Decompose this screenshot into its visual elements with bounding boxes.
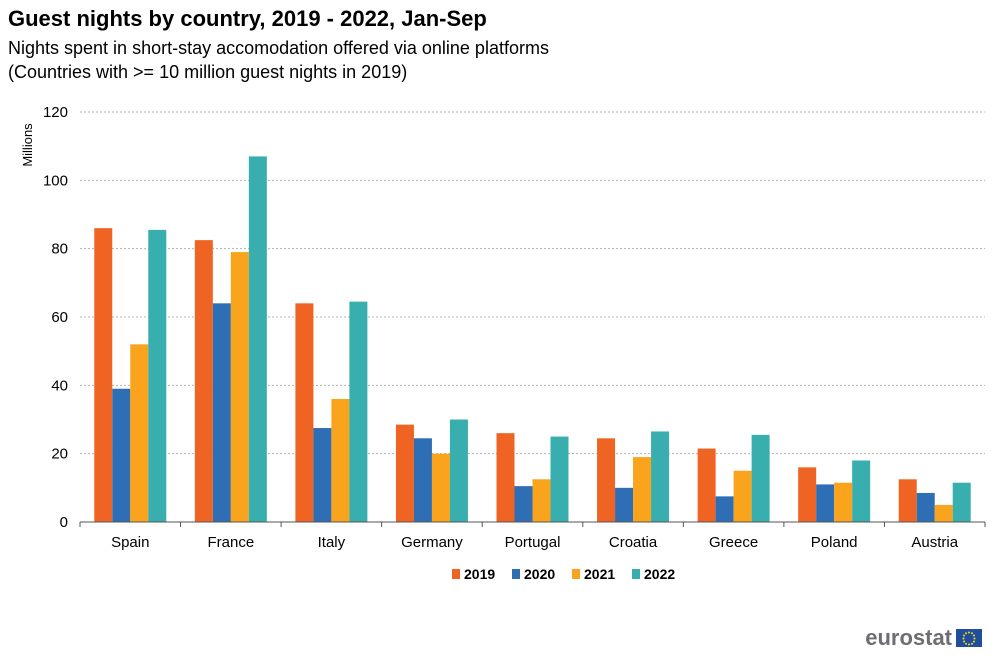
bar-austria-2022: [952, 482, 971, 522]
legend-swatch-2019: [452, 569, 460, 579]
bar-france-2019: [194, 240, 213, 522]
bar-spain-2020: [112, 388, 131, 522]
x-tick-label: Italy: [318, 534, 346, 551]
legend-swatch-2022: [632, 569, 640, 579]
x-tick-label: Portugal: [505, 534, 561, 551]
bar-croatia-2019: [597, 438, 616, 522]
bar-greece-2022: [751, 434, 770, 522]
y-tick-label: 0: [60, 514, 68, 531]
legend-label-2021: 2021: [584, 566, 615, 582]
bar-poland-2020: [816, 484, 835, 522]
x-tick-label: Greece: [709, 534, 758, 551]
bar-austria-2020: [916, 492, 935, 522]
bar-spain-2019: [94, 228, 113, 522]
legend-label-2019: 2019: [464, 566, 495, 582]
bar-portugal-2021: [532, 479, 551, 522]
x-tick-label: Austria: [911, 534, 958, 551]
bar-italy-2019: [295, 303, 314, 522]
logo-text: eurostat: [865, 625, 952, 650]
legend-swatch-2020: [512, 569, 520, 579]
bar-croatia-2021: [633, 457, 652, 522]
bar-greece-2021: [733, 470, 752, 522]
x-tick-label: Poland: [811, 534, 858, 551]
bar-austria-2021: [934, 504, 953, 522]
bar-germany-2021: [431, 453, 450, 522]
chart-title: Guest nights by country, 2019 - 2022, Ja…: [8, 6, 487, 31]
x-tick-label: Germany: [401, 534, 463, 551]
y-tick-label: 20: [51, 446, 68, 463]
bar-greece-2020: [715, 496, 734, 522]
eurostat-logo: eurostat: [865, 625, 982, 651]
x-tick-label: Spain: [111, 534, 149, 551]
y-tick-label: 80: [51, 241, 68, 258]
bar-germany-2019: [395, 424, 414, 522]
bar-france-2022: [248, 156, 267, 522]
bar-croatia-2022: [651, 431, 670, 522]
bar-poland-2021: [834, 482, 853, 522]
bar-portugal-2020: [514, 486, 533, 522]
bar-germany-2020: [413, 438, 432, 522]
bar-greece-2019: [697, 448, 716, 522]
bar-croatia-2020: [615, 487, 634, 522]
bar-germany-2022: [449, 419, 468, 522]
legend-swatch-2021: [572, 569, 580, 579]
bar-italy-2021: [331, 399, 350, 522]
bar-italy-2022: [349, 301, 368, 522]
y-axis-label: Millions: [20, 123, 35, 167]
bar-italy-2020: [313, 428, 332, 522]
bar-france-2021: [230, 252, 249, 523]
y-tick-label: 100: [43, 172, 68, 189]
bar-france-2020: [212, 303, 231, 522]
bar-portugal-2019: [496, 433, 515, 522]
bar-spain-2021: [130, 344, 149, 522]
bar-spain-2022: [148, 229, 167, 522]
bar-poland-2019: [798, 467, 817, 522]
legend-label-2022: 2022: [644, 566, 675, 582]
x-tick-label: France: [207, 534, 254, 551]
chart-subtitle-line2: (Countries with >= 10 million guest nigh…: [8, 62, 408, 82]
bar-poland-2022: [852, 460, 871, 522]
bar-austria-2019: [898, 479, 917, 522]
y-tick-label: 120: [43, 104, 68, 121]
bar-portugal-2022: [550, 436, 569, 522]
legend-label-2020: 2020: [524, 566, 555, 582]
y-tick-label: 60: [51, 309, 68, 326]
chart-subtitle-line1: Nights spent in short-stay accomodation …: [8, 38, 549, 58]
y-tick-label: 40: [51, 377, 68, 394]
eu-flag-icon: [956, 629, 982, 647]
x-tick-label: Croatia: [609, 534, 658, 551]
